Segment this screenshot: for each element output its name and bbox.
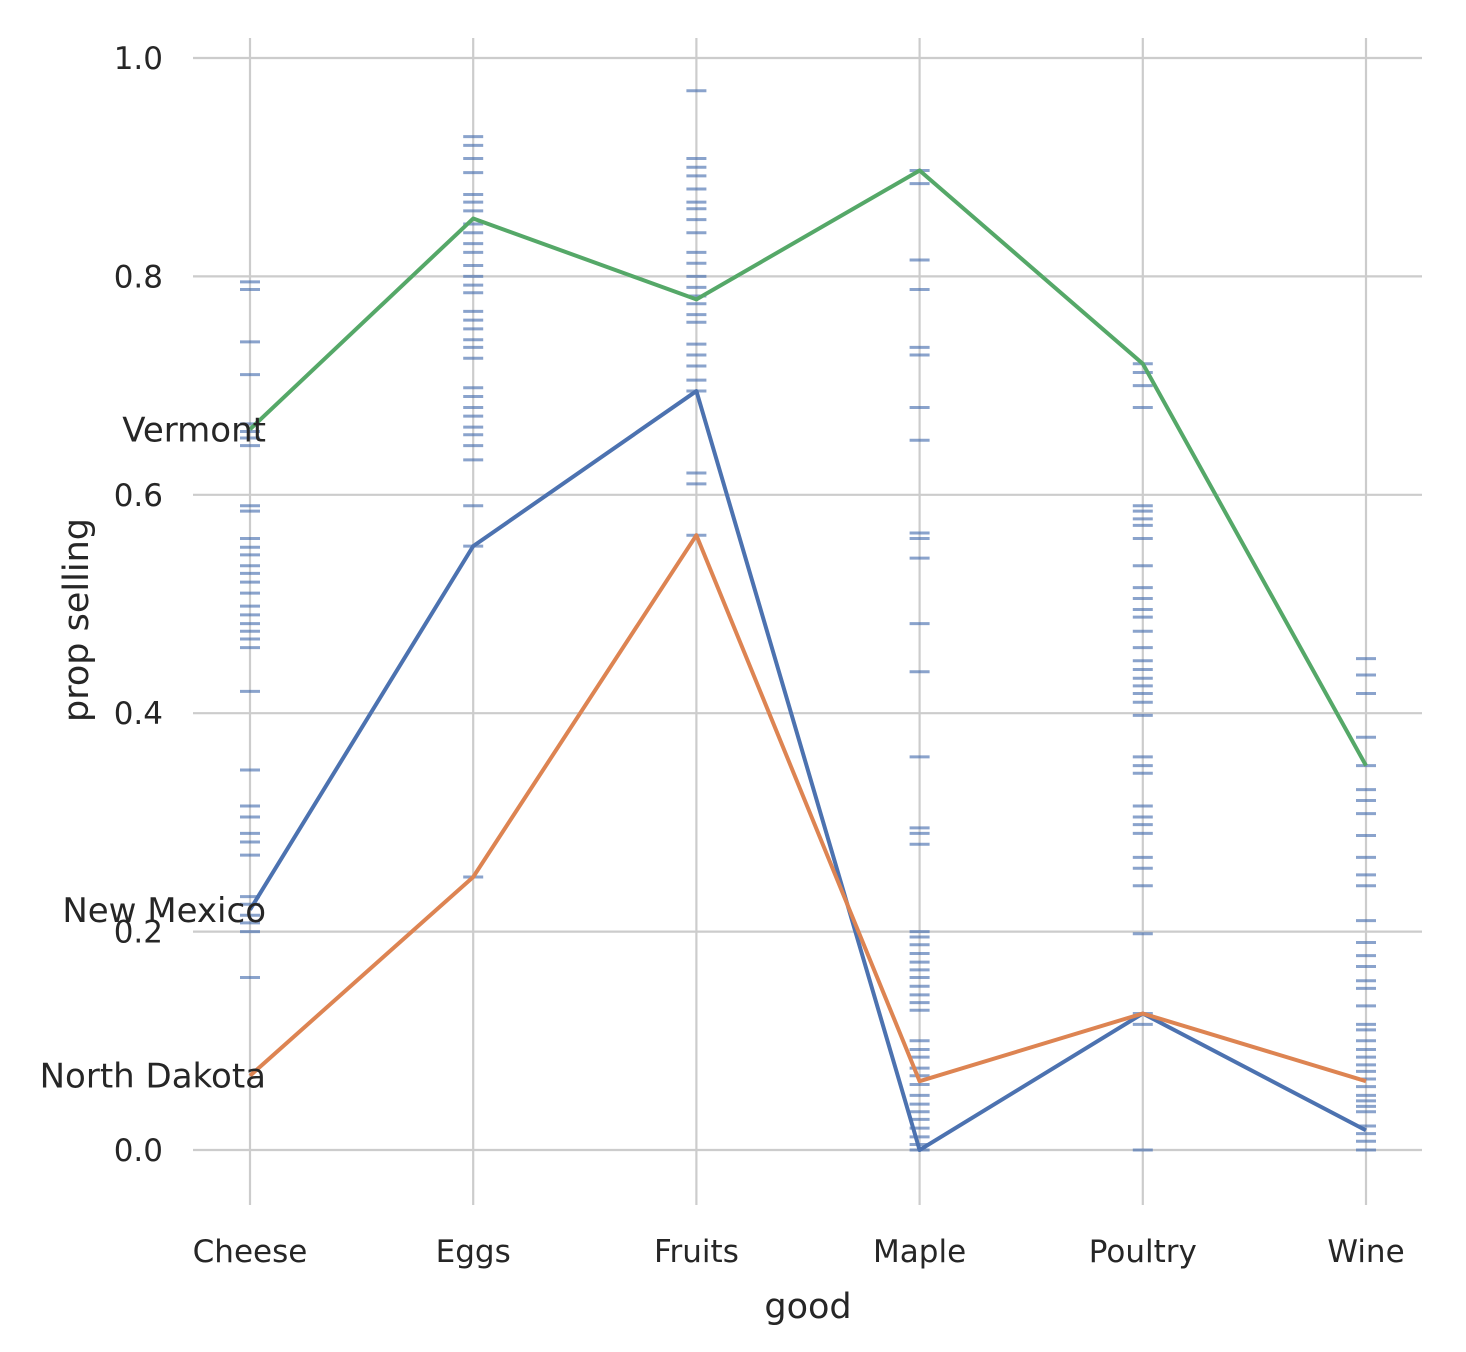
series-labels: Vermont New Mexico North Dakota — [40, 410, 266, 1096]
x-tick-label: Cheese — [193, 1234, 308, 1270]
series-name-label: Vermont — [122, 410, 266, 450]
y-tick-label: 0.0 — [114, 1133, 163, 1169]
y-tick-label: 0.6 — [114, 478, 163, 514]
x-tick-label: Wine — [1327, 1234, 1404, 1270]
x-axis-label: good — [764, 1287, 851, 1327]
y-axis-label: prop selling — [57, 518, 97, 722]
series-line — [248, 168, 1368, 767]
series-line — [248, 389, 1367, 1152]
x-tick-label: Eggs — [436, 1234, 511, 1270]
x-tick-label: Poultry — [1089, 1234, 1197, 1270]
y-tick-label: 1.0 — [114, 41, 163, 77]
x-tick-label: Fruits — [654, 1234, 739, 1270]
series-name-label: New Mexico — [62, 891, 266, 931]
y-gridlines — [193, 56, 1422, 1152]
series-lines — [248, 168, 1368, 1152]
y-tick-labels: 0.0 0.2 0.4 0.6 0.8 1.0 — [114, 41, 163, 1169]
y-tick-label: 0.2 — [114, 915, 163, 951]
x-tick-labels: Cheese Eggs Fruits Maple Poultry Wine — [193, 1234, 1405, 1270]
x-tick-label: Maple — [873, 1234, 966, 1270]
y-tick-label: 0.4 — [114, 696, 163, 732]
series-line — [248, 533, 1367, 1084]
series-name-label: North Dakota — [40, 1057, 266, 1097]
rug-marks — [240, 89, 1376, 1152]
y-tick-label: 0.8 — [114, 259, 163, 295]
